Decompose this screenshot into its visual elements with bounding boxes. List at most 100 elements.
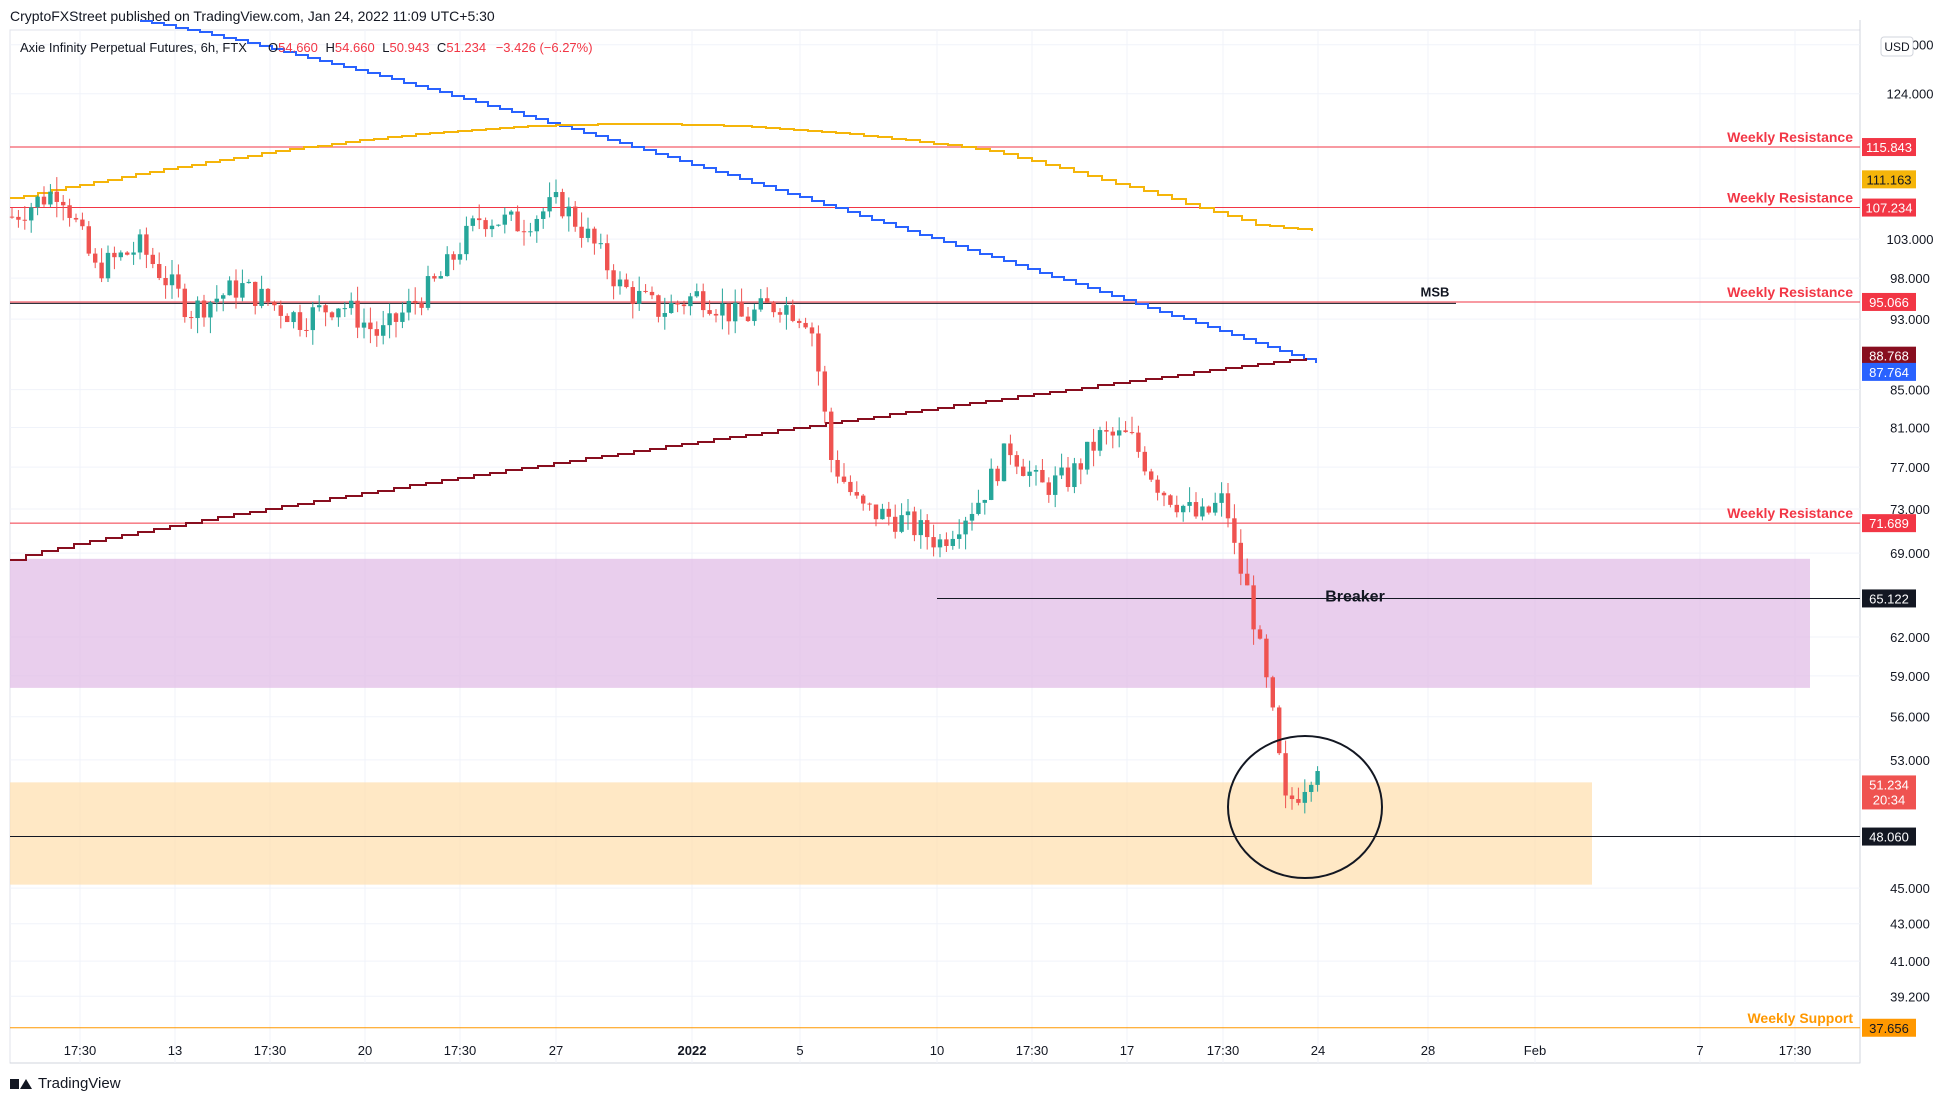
candle-body (733, 302, 738, 322)
candle (566, 197, 571, 232)
candle-body (1033, 469, 1039, 472)
candle-body (1245, 573, 1250, 586)
candle-body (560, 192, 565, 217)
candle-body (502, 214, 507, 225)
candle-body (873, 504, 879, 520)
candle (585, 217, 591, 243)
candle-body (1283, 753, 1288, 796)
tradingview-brand[interactable]: TradingView (10, 1075, 121, 1092)
candle (649, 286, 655, 300)
candle-body (1174, 504, 1179, 513)
y-tick-label: 103.000 (1887, 232, 1934, 247)
last-price-box (1862, 775, 1916, 810)
candle-body (1104, 430, 1109, 432)
candle-body (1149, 471, 1154, 480)
candle-body (995, 468, 1000, 482)
candle-body (675, 303, 680, 305)
candle (93, 248, 98, 269)
y-tick-label: 85.000 (1890, 383, 1930, 398)
candle (425, 265, 431, 311)
candle-body (803, 322, 808, 328)
candle-body (1136, 432, 1141, 452)
candle (1123, 421, 1128, 433)
candle (1302, 779, 1307, 814)
candle-body (182, 288, 187, 318)
candle (950, 530, 955, 550)
candle-body (739, 302, 744, 317)
ma-gold-badge-text: 111.163 (1866, 172, 1911, 187)
highlight-circle (1227, 735, 1383, 879)
candle (848, 475, 853, 496)
candle-body (413, 300, 418, 304)
candle (669, 294, 674, 314)
y-tick-label: 98.000 (1890, 271, 1930, 286)
candle-body (67, 205, 72, 218)
candle-body (93, 253, 98, 263)
y-tick-label: 41.000 (1890, 954, 1930, 969)
candle (457, 242, 463, 265)
candle-body (797, 320, 802, 323)
candle (1283, 740, 1288, 809)
horizontal-levels: Weekly Resistance Weekly Resistance Weekly… (10, 129, 1860, 1029)
candle (617, 271, 623, 295)
candle (1309, 781, 1314, 802)
candle (765, 287, 770, 304)
candle (534, 215, 539, 243)
candle (201, 294, 207, 327)
candle (144, 227, 149, 269)
candle-body (880, 508, 885, 520)
candle-body (355, 300, 360, 328)
candle (835, 450, 840, 484)
candle-body (1021, 466, 1026, 476)
candle (374, 321, 379, 347)
candle (675, 300, 680, 313)
candle-body (297, 312, 303, 330)
y-tick-label: 59.000 (1890, 669, 1930, 684)
support-price-badge-text: 37.656 (1869, 1021, 1909, 1036)
candle-body (1264, 638, 1269, 678)
candle (1053, 466, 1058, 508)
candle (233, 269, 239, 309)
x-tick-label: 27 (549, 1043, 563, 1058)
candle-body (157, 264, 162, 278)
candle-body (886, 508, 891, 517)
candle (816, 325, 821, 386)
candle-body (336, 308, 341, 318)
candle (1193, 492, 1199, 519)
candle (771, 300, 776, 318)
candle (720, 288, 725, 330)
candle-body (521, 231, 527, 233)
candle-body (259, 288, 264, 306)
x-tick-label: 24 (1311, 1043, 1325, 1058)
candle (118, 250, 123, 261)
candle-body (694, 291, 699, 297)
candle (265, 288, 271, 306)
candle (1277, 705, 1282, 756)
candle (957, 519, 962, 549)
candle-body (201, 300, 207, 318)
candle-body (662, 313, 667, 317)
candle-body (976, 502, 981, 514)
candle (470, 215, 475, 232)
candle (1027, 460, 1032, 487)
x-tick-label: 17 (1120, 1043, 1134, 1058)
support-price-badge-box (1862, 1018, 1916, 1037)
candle (656, 294, 661, 323)
candle-body (707, 310, 712, 314)
candle-body (86, 226, 91, 254)
candle (1289, 787, 1295, 810)
candle (368, 307, 373, 344)
candle (1245, 558, 1250, 586)
x-tick-label: 17:30 (1779, 1043, 1812, 1058)
candle (598, 233, 603, 249)
candle-body (240, 283, 245, 298)
candle (355, 286, 360, 339)
x-tick-label: 17:30 (254, 1043, 287, 1058)
candle-body (265, 288, 271, 302)
candle-body (400, 312, 405, 322)
candle (1296, 787, 1301, 806)
candle (35, 195, 40, 216)
candle (285, 313, 290, 323)
candle-body (272, 301, 277, 306)
